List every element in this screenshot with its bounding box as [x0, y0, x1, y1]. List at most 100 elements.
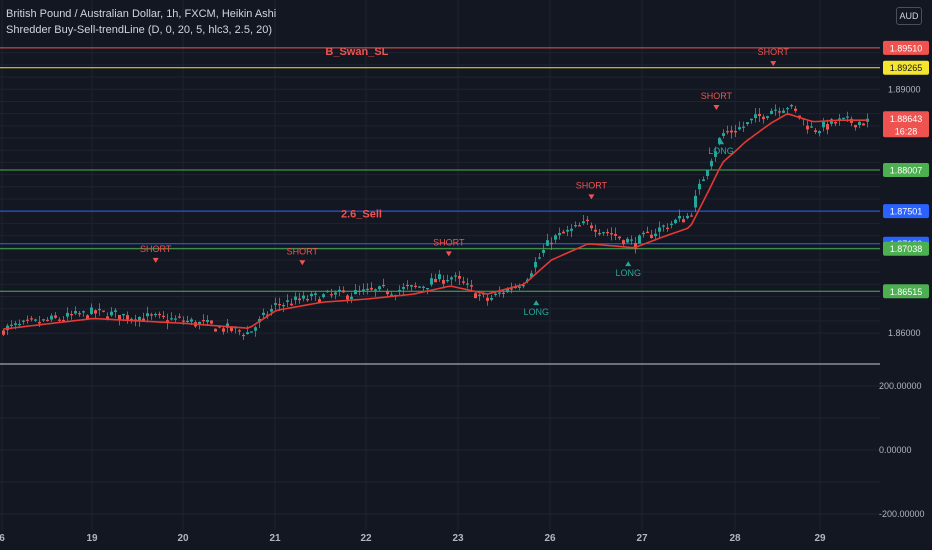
level-tag-label: 1.89510: [890, 43, 923, 53]
short-arrow: [445, 251, 452, 257]
candle-body: [114, 310, 117, 312]
candle-body: [574, 225, 577, 227]
candle-body: [306, 298, 309, 301]
short-label: SHORT: [140, 244, 172, 254]
x-tick-label: 28: [729, 533, 741, 544]
candle-body: [794, 108, 797, 111]
sub-y-tick-label: 200.00000: [879, 381, 922, 391]
candle-body: [18, 323, 21, 326]
candle-body: [338, 289, 341, 291]
candle-body: [58, 319, 61, 321]
candle-body: [22, 320, 25, 322]
candle-body: [98, 308, 101, 311]
candle-body: [822, 121, 825, 128]
x-tick-label: 27: [636, 533, 648, 544]
candle-body: [642, 232, 645, 235]
candle-body: [606, 231, 609, 234]
currency-button[interactable]: AUD: [896, 7, 922, 25]
candle-body: [662, 225, 665, 227]
x-tick-label: 19: [86, 533, 98, 544]
short-label: SHORT: [576, 180, 608, 190]
candle-body: [50, 315, 53, 320]
candle-body: [638, 235, 641, 244]
last-price-tag: [883, 111, 929, 138]
x-tick-label: 29: [814, 533, 826, 544]
candle-body: [782, 110, 785, 113]
candle-body: [594, 229, 597, 232]
candle-body: [162, 315, 165, 318]
candle-body: [846, 116, 849, 118]
candle-body: [226, 323, 229, 328]
candle-body: [546, 240, 549, 246]
candle-body: [454, 275, 457, 277]
level-tag-label: 1.87038: [890, 244, 923, 254]
candle-body: [414, 285, 417, 288]
candle-body: [854, 124, 857, 128]
candle-body: [126, 315, 129, 320]
candle-body: [466, 283, 469, 285]
candle-body: [178, 316, 181, 318]
candle-body: [14, 323, 17, 325]
level-tag: [883, 60, 929, 75]
candle-body: [590, 225, 593, 229]
candle-body: [334, 292, 337, 295]
long-arrow: [625, 261, 632, 267]
candle-body: [250, 331, 253, 333]
candle-body: [602, 232, 605, 234]
candle-body: [618, 236, 621, 239]
candle-body: [678, 215, 681, 219]
candle-body: [542, 250, 545, 253]
candle-body: [118, 314, 121, 320]
candle-body: [418, 286, 421, 288]
candle-body: [46, 319, 49, 321]
candle-body: [858, 121, 861, 125]
candle-body: [770, 110, 773, 115]
level-tag: [883, 241, 929, 256]
candle-body: [726, 131, 729, 133]
chart-title: British Pound / Australian Dollar, 1h, F…: [6, 8, 277, 20]
candle-body: [218, 326, 221, 328]
candle-body: [658, 227, 661, 232]
candle-body: [494, 293, 497, 295]
candle-body: [694, 195, 697, 208]
candle-body: [106, 316, 109, 319]
candle-body: [718, 138, 721, 144]
candle-body: [430, 278, 433, 285]
candle-body: [402, 287, 405, 289]
candle-body: [630, 239, 633, 241]
candle-body: [166, 320, 169, 323]
candle-body: [610, 233, 613, 235]
candle-body: [198, 321, 201, 325]
candle-body: [354, 289, 357, 295]
short-label: SHORT: [433, 237, 465, 247]
candle-body: [778, 111, 781, 113]
candle-body: [706, 169, 709, 176]
candle-body: [530, 273, 533, 278]
candle-body: [382, 284, 385, 287]
candle-body: [506, 288, 509, 293]
trend-line-series: [3, 112, 868, 330]
candle-body: [370, 287, 373, 290]
candle-body: [558, 232, 561, 236]
long-label: LONG: [523, 307, 549, 317]
candle-body: [78, 313, 81, 315]
candle-body: [730, 130, 733, 133]
candle-body: [238, 330, 241, 332]
candle-body: [146, 313, 149, 317]
candle-body: [534, 261, 537, 268]
level-tag: [883, 162, 929, 177]
candle-body: [294, 296, 297, 300]
indicator-label[interactable]: Shredder Buy-Sell-trendLine (D, 0, 20, 5…: [6, 24, 272, 36]
candle-body: [470, 285, 473, 287]
candle-body: [458, 276, 461, 279]
candle-body: [102, 310, 105, 312]
candle-body: [462, 281, 465, 283]
candle-body: [330, 294, 333, 296]
candle-body: [622, 240, 625, 245]
candle-body: [814, 130, 817, 133]
short-arrow: [713, 105, 720, 111]
candle-body: [450, 277, 453, 280]
candle-body: [278, 304, 281, 306]
candle-body: [406, 284, 409, 287]
candle-body: [274, 303, 277, 305]
